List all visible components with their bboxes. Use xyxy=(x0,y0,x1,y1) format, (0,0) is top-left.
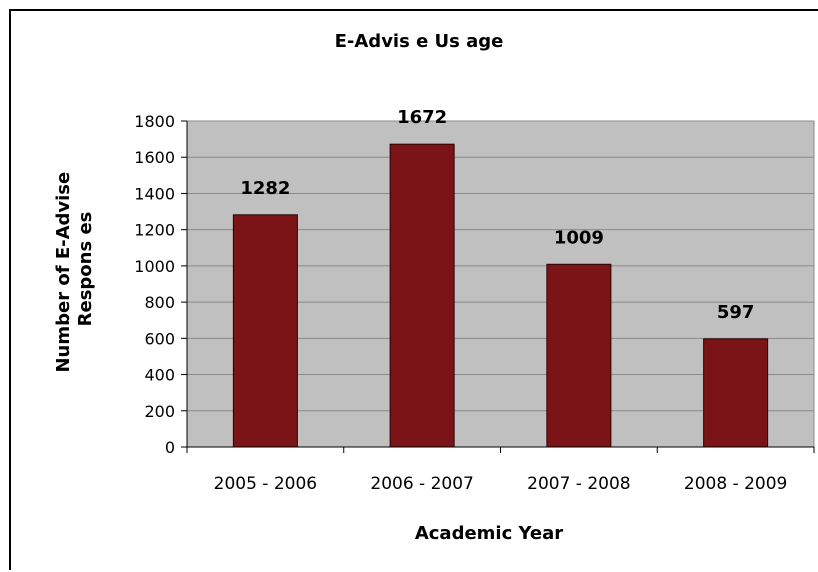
y-axis-label-line-1: Number of E-Advise xyxy=(53,172,74,373)
y-axis-tick-labels: 0 200 400 600 800 1000 1200 1400 1600 1800 xyxy=(134,112,175,457)
bar xyxy=(232,214,298,448)
x-tick-label: 2006 - 2007 xyxy=(370,474,473,494)
y-tick-label: 1200 xyxy=(134,221,175,240)
y-tick-label: 1800 xyxy=(134,112,175,131)
chart-title: E-Advis e Us age xyxy=(335,31,504,52)
x-axis-label: Academic Year xyxy=(415,523,563,544)
data-label: 1009 xyxy=(554,227,604,248)
y-tick-label: 600 xyxy=(144,329,175,348)
x-tick-label: 2007 - 2008 xyxy=(527,474,630,494)
y-tick-label: 800 xyxy=(144,293,175,312)
y-tick-label: 1400 xyxy=(134,184,175,203)
data-label: 597 xyxy=(717,302,755,323)
y-tick-label: 1000 xyxy=(134,257,175,276)
y-tick-label: 0 xyxy=(165,438,175,457)
y-axis-label-line-2: Respons es xyxy=(75,212,96,327)
bar xyxy=(389,143,455,448)
x-tick-label: 2005 - 2006 xyxy=(214,474,317,494)
chart-container: E-Advis e Us age 0 200 400 600 800 1000 1200 14… xyxy=(9,9,818,570)
y-tick-label: 1600 xyxy=(134,148,175,167)
bar xyxy=(546,263,612,448)
x-axis-tick-labels: 2005 - 2006 2006 - 2007 2007 - 2008 2008 - … xyxy=(214,474,788,494)
x-tick-label: 2008 - 2009 xyxy=(684,474,787,494)
axes xyxy=(181,120,815,453)
bar xyxy=(703,338,769,448)
y-tick-label: 400 xyxy=(144,366,175,385)
bar-chart: E-Advis e Us age 0 200 400 600 800 1000 1200 14… xyxy=(53,31,815,544)
y-axis-label: Number of E-Advise Respons es xyxy=(53,165,96,372)
data-label: 1282 xyxy=(240,178,290,199)
data-label: 1672 xyxy=(397,107,447,128)
y-tick-label: 200 xyxy=(144,402,175,421)
bars xyxy=(232,143,769,448)
data-labels: 1282 1672 1009 597 xyxy=(240,107,754,323)
